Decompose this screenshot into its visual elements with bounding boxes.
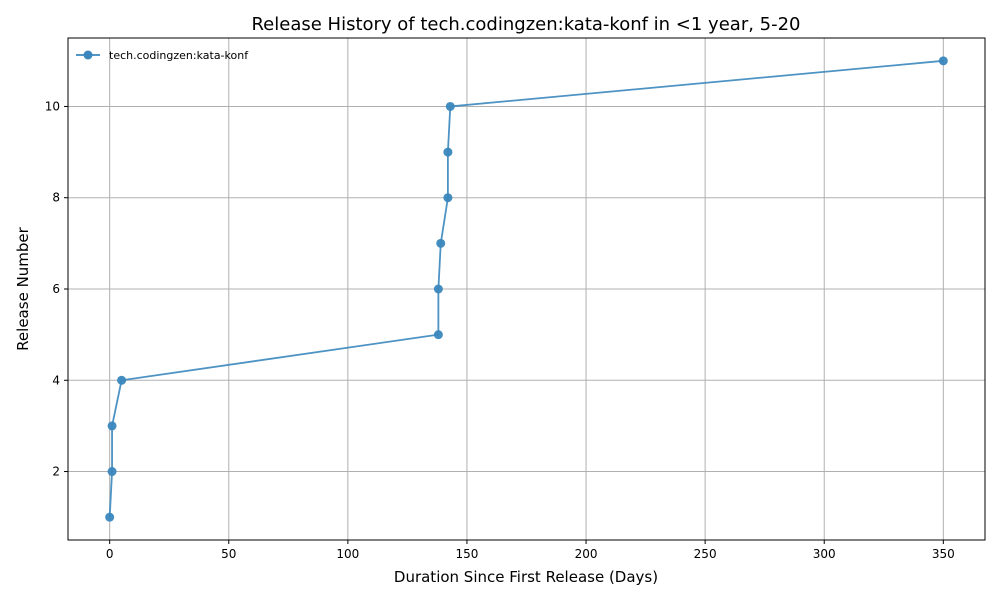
data-point — [107, 467, 117, 477]
data-point — [443, 193, 453, 203]
data-point — [436, 238, 446, 248]
y-axis-label: Release Number — [14, 226, 32, 350]
y-tick-label: 6 — [52, 282, 60, 296]
y-ticks: 2 4 6 8 10 — [45, 99, 68, 479]
data-point — [107, 421, 117, 431]
data-point — [443, 147, 453, 157]
legend-series-label: tech.codingzen:kata-konf — [109, 49, 249, 62]
x-tick-label: 50 — [221, 547, 236, 561]
x-tick-label: 350 — [932, 547, 955, 561]
y-tick-label: 10 — [45, 99, 60, 113]
data-point — [433, 330, 443, 340]
x-tick-label: 300 — [813, 547, 836, 561]
x-axis-label: Duration Since First Release (Days) — [394, 568, 658, 586]
legend-marker — [83, 50, 93, 60]
data-point — [445, 101, 455, 111]
x-ticks: 0 50 100 150 200 250 300 350 — [106, 540, 955, 561]
y-tick-label: 2 — [52, 465, 60, 479]
data-point — [117, 375, 127, 385]
grid-layer — [68, 38, 985, 540]
x-tick-label: 100 — [336, 547, 359, 561]
chart-title: Release History of tech.codingzen:kata-k… — [251, 14, 800, 35]
series-layer — [105, 56, 948, 522]
data-point — [105, 512, 115, 522]
x-tick-label: 150 — [456, 547, 479, 561]
x-tick-label: 250 — [694, 547, 717, 561]
y-tick-label: 8 — [52, 191, 60, 205]
x-tick-label: 200 — [575, 547, 598, 561]
data-point — [433, 284, 443, 294]
x-tick-label: 0 — [106, 547, 114, 561]
y-tick-label: 4 — [52, 373, 60, 387]
data-point — [938, 56, 948, 66]
legend: tech.codingzen:kata-konf — [76, 49, 249, 62]
